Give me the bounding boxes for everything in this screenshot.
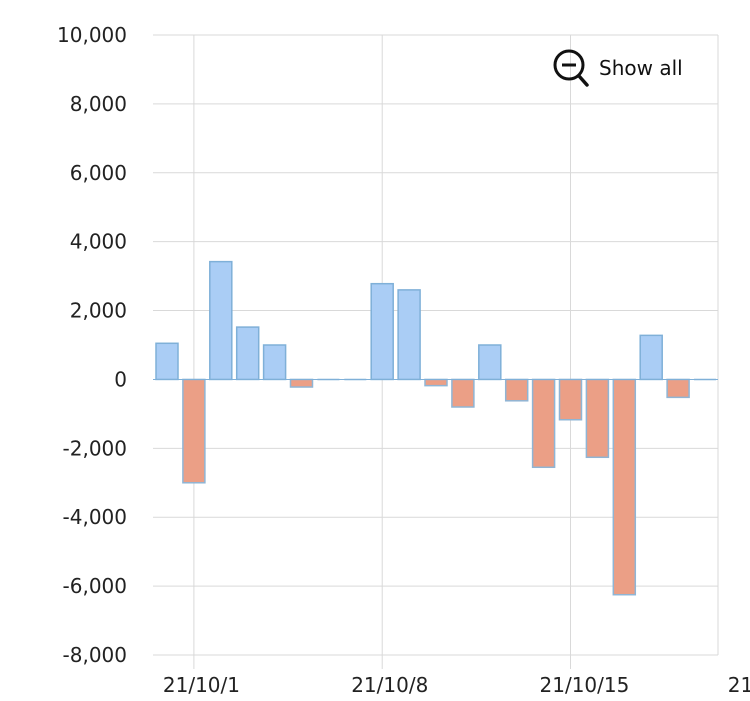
show-all-label: Show all: [599, 56, 683, 80]
y-tick-label: -4,000: [63, 505, 127, 529]
x-axis: 21/10/1 21/10/8 21/10/15 21/10/22: [163, 673, 750, 697]
bar-negative: [531, 378, 556, 469]
y-tick-label: -2,000: [63, 436, 127, 460]
bar-negative: [666, 378, 690, 399]
bar-negative: [585, 378, 610, 459]
bar-positive: [209, 260, 233, 381]
bar-negative: [424, 378, 448, 387]
bar-positive: [478, 344, 502, 381]
x-tick-label: 21/10/15: [540, 673, 630, 697]
x-tick-label: 21/10/1: [163, 673, 240, 697]
y-tick-label: 0: [114, 367, 127, 391]
y-tick-label: 4,000: [70, 230, 127, 254]
bar-negative: [558, 378, 583, 421]
bar-negative: [289, 378, 314, 388]
bar-negative: [182, 378, 206, 484]
bar-positive: [235, 326, 260, 381]
y-tick-label: -6,000: [63, 574, 127, 598]
y-tick-label: 6,000: [70, 161, 127, 185]
bar-positive: [155, 342, 179, 381]
y-tick-label: 10,000: [57, 23, 127, 47]
bar-positive: [370, 282, 394, 381]
bar-negative: [504, 378, 529, 402]
y-tick-label: -8,000: [63, 643, 127, 667]
x-tick-label: 21/10/22: [728, 673, 750, 697]
y-tick-label: 2,000: [70, 299, 127, 323]
bar-negative: [451, 378, 475, 408]
y-tick-label: 8,000: [70, 92, 127, 116]
bar-positive: [262, 344, 287, 381]
y-axis: -8,000 -6,000 -4,000 -2,000 0 2,000 4,000 6,000…: [57, 23, 127, 667]
zoom-out-icon: [553, 49, 589, 87]
show-all-button[interactable]: Show all: [552, 48, 683, 88]
bars: [153, 260, 718, 596]
bar-negative: [612, 378, 637, 596]
x-tick-label: 21/10/8: [351, 673, 428, 697]
bar-positive: [397, 289, 421, 381]
bar-positive: [639, 334, 663, 381]
